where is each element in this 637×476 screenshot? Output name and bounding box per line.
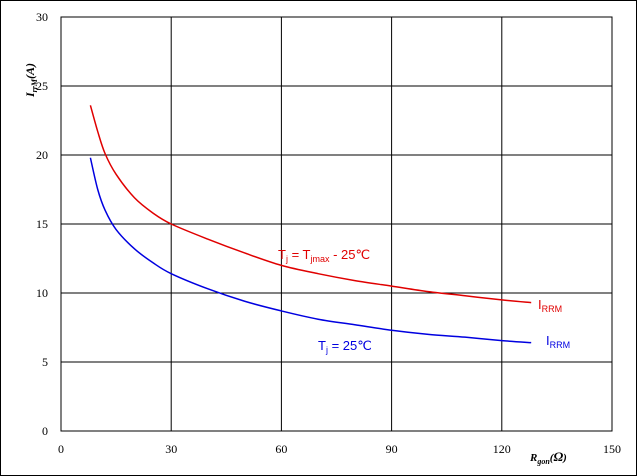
x-tick-label: 0 [58,442,64,456]
plot-area [60,16,613,432]
series-lines [89,105,532,344]
y-tick-label: 30 [36,10,48,24]
x-tick-labels: 0 30 60 90 120 150 [58,442,621,456]
y-tick-label: 0 [42,424,48,438]
blue-condition-annotation: Tj = 25℃ [318,338,372,355]
y-tick-label: 5 [42,355,48,369]
x-tick-label: 90 [386,442,398,456]
y-tick-label: 20 [36,148,48,162]
grid [61,17,612,431]
y-tick-label: 10 [36,286,48,300]
blue-series-label: IRRM [546,333,570,350]
y-axis-label: IrrM(A) [23,63,39,98]
x-tick-label: 150 [603,442,621,456]
x-tick-label: 60 [275,442,287,456]
red-condition-annotation: Tj = Tjmax - 25℃ [278,247,370,264]
x-axis-label: Rgon(Ω) [529,449,567,466]
y-tick-label: 25 [36,79,48,93]
x-tick-label: 120 [493,442,511,456]
red-series-line [89,105,532,304]
red-series-label: IRRM [538,297,562,314]
y-tick-labels: 0 5 10 15 20 25 30 [36,10,48,438]
y-tick-label: 15 [36,217,48,231]
blue-series-line [89,157,532,344]
x-tick-label: 30 [165,442,177,456]
